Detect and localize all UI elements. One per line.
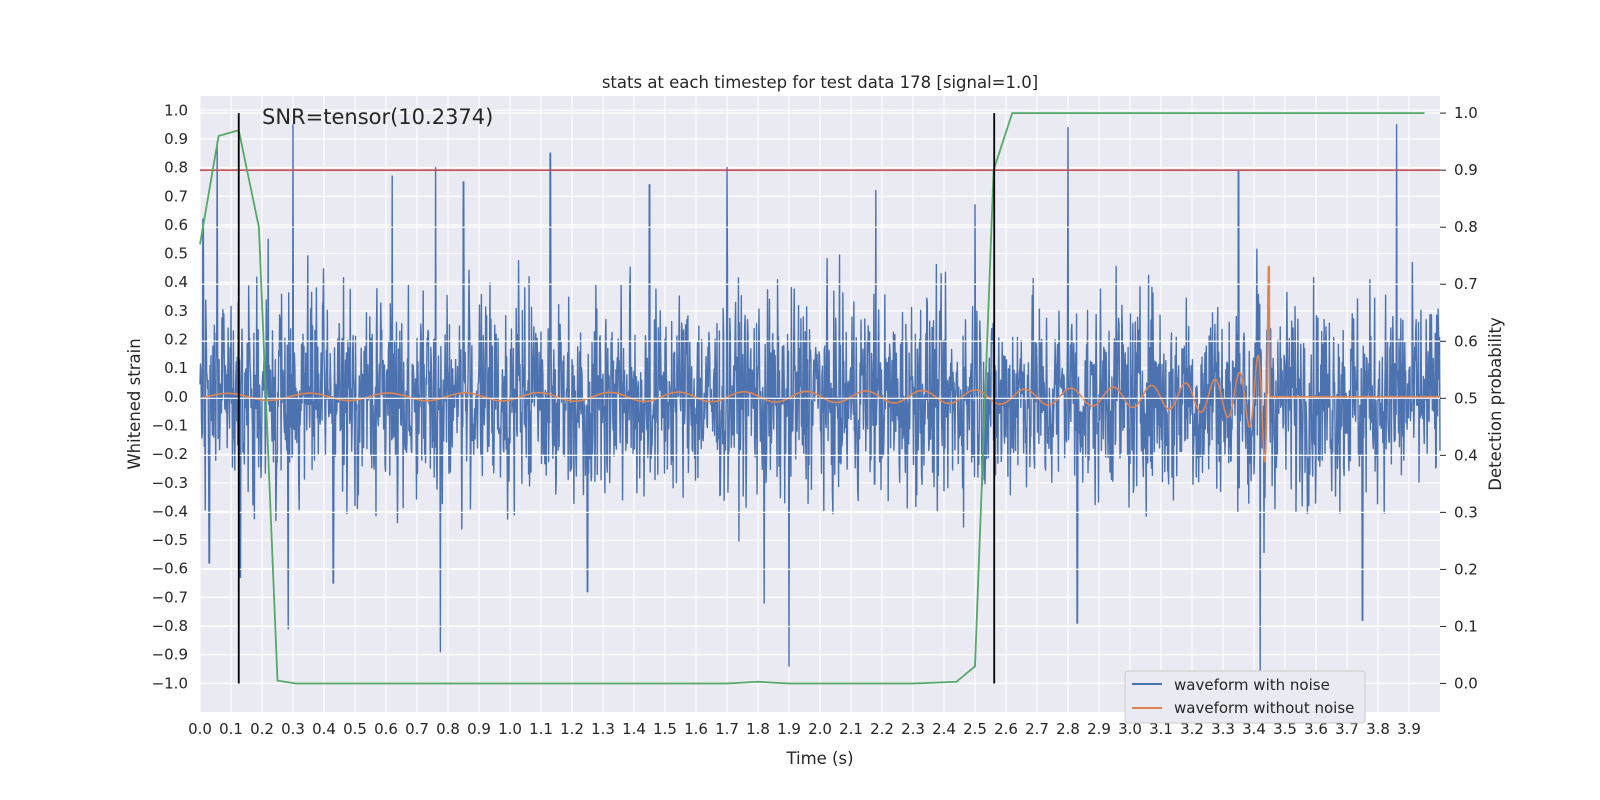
- x-tick-label: 0.0: [188, 720, 212, 738]
- series-waveform-without-noise: [199, 265, 1440, 463]
- y2-tick-label: 0.0: [1454, 674, 1478, 692]
- y2-tick-label: 1.0: [1454, 104, 1478, 122]
- x-tick-label: 0.7: [405, 720, 429, 738]
- x-tick-label: 3.5: [1273, 720, 1297, 738]
- series-detection-probability: [199, 112, 1425, 685]
- x-tick-label: 2.3: [901, 720, 925, 738]
- x-tick-label: 2.5: [963, 720, 987, 738]
- y-tick-label: −0.8: [152, 617, 188, 635]
- y2-tick-label: 0.9: [1454, 161, 1478, 179]
- x-tick-label: 0.3: [281, 720, 305, 738]
- legend-box: [1124, 670, 1366, 724]
- y-tick-label: 0.0: [164, 388, 188, 406]
- y-tick-label: −0.7: [152, 588, 188, 606]
- x-tick-label: 1.3: [591, 720, 615, 738]
- x-tick-label: 1.7: [715, 720, 739, 738]
- y-tick-label: 0.5: [164, 245, 188, 263]
- y-tick-label: 0.2: [164, 331, 188, 349]
- y2-axis-label: Detection probability: [1486, 317, 1505, 491]
- y-tick-label: −0.6: [152, 560, 188, 578]
- x-tick-label: 3.0: [1118, 720, 1142, 738]
- y-tick-label: 0.7: [164, 187, 188, 205]
- x-tick-label: 2.6: [994, 720, 1018, 738]
- y-tick-label: 0.9: [164, 130, 188, 148]
- y2-tick-label: 0.8: [1454, 218, 1478, 236]
- chart-title: stats at each timestep for test data 178…: [602, 73, 1038, 92]
- x-tick-label: 3.3: [1211, 720, 1235, 738]
- y-tick-label: 1.0: [164, 101, 188, 119]
- y-tick-label: 0.8: [164, 159, 188, 177]
- y2-tick-label: 0.6: [1454, 332, 1478, 350]
- y2-tick-label: 0.3: [1454, 503, 1478, 521]
- x-tick-label: 2.8: [1056, 720, 1080, 738]
- x-tick-label: 3.1: [1149, 720, 1173, 738]
- x-tick-label: 1.0: [498, 720, 522, 738]
- y2-tick-label: 0.1: [1454, 617, 1478, 635]
- x-tick-label: 2.2: [870, 720, 894, 738]
- y2-tick-label: 0.5: [1454, 389, 1478, 407]
- x-tick-label: 2.0: [808, 720, 832, 738]
- y-tick-label: −0.1: [152, 416, 188, 434]
- legend-label-clean: waveform without noise: [1174, 699, 1354, 717]
- legend: waveform with noise waveform without noi…: [1124, 670, 1366, 724]
- y-tick-label: 0.4: [164, 273, 188, 291]
- y-tick-label: 0.3: [164, 302, 188, 320]
- x-tick-label: 2.1: [839, 720, 863, 738]
- x-tick-label: 3.6: [1304, 720, 1328, 738]
- y-tick-label: −0.4: [152, 502, 188, 520]
- x-tick-label: 1.4: [622, 720, 646, 738]
- x-tick-label: 0.8: [436, 720, 460, 738]
- y-tick-label: 0.6: [164, 216, 188, 234]
- x-tick-label: 1.2: [560, 720, 584, 738]
- vertical-markers: [237, 113, 996, 684]
- x-tick-label: 3.7: [1335, 720, 1359, 738]
- y2-tick-label: 0.4: [1454, 446, 1478, 464]
- x-tick-label: 0.5: [343, 720, 367, 738]
- y-tick-label: −0.3: [152, 474, 188, 492]
- x-tick-label: 2.9: [1087, 720, 1111, 738]
- series-waveform-with-noise: [199, 123, 1441, 682]
- y-tick-label: −0.5: [152, 531, 188, 549]
- y2-tick-label: 0.7: [1454, 275, 1478, 293]
- y2-axis-ticks: 1.0 0.9 0.8 0.7 0.6 0.5 0.4 0.3 0.2 0.1 0.0: [1440, 104, 1478, 692]
- x-tick-label: 1.5: [653, 720, 677, 738]
- y-tick-label: −1.0: [152, 674, 188, 692]
- x-axis-label: Time (s): [785, 749, 853, 768]
- x-tick-label: 3.8: [1366, 720, 1390, 738]
- y-axis-label: Whitened strain: [125, 338, 144, 469]
- x-tick-label: 1.9: [777, 720, 801, 738]
- snr-annotation: SNR=tensor(10.2374): [262, 105, 493, 129]
- y2-tick-label: 0.2: [1454, 560, 1478, 578]
- x-tick-label: 0.9: [467, 720, 491, 738]
- x-tick-label: 0.1: [219, 720, 243, 738]
- y-tick-label: 0.1: [164, 359, 188, 377]
- x-tick-label: 3.9: [1397, 720, 1421, 738]
- x-tick-label: 3.4: [1242, 720, 1266, 738]
- x-tick-label: 1.6: [684, 720, 708, 738]
- x-tick-label: 1.8: [746, 720, 770, 738]
- x-tick-label: 3.2: [1180, 720, 1204, 738]
- y-tick-label: −0.9: [152, 646, 188, 664]
- x-tick-label: 1.1: [529, 720, 553, 738]
- x-tick-label: 2.7: [1025, 720, 1049, 738]
- x-axis-ticks: 0.0 0.1 0.2 0.3 0.4 0.5 0.6 0.7 0.8 0.9 1.0 1.1 1.2 1…: [188, 720, 1421, 738]
- x-tick-label: 2.4: [932, 720, 956, 738]
- y-tick-label: −0.2: [152, 445, 188, 463]
- x-tick-label: 0.2: [250, 720, 274, 738]
- x-tick-label: 0.4: [312, 720, 336, 738]
- legend-label-noise: waveform with noise: [1174, 676, 1330, 694]
- y-axis-ticks: 1.0 0.9 0.8 0.7 0.6 0.5 0.4 0.3 0.2 0.1 0.0 −0.1 −0.…: [152, 101, 188, 692]
- x-tick-label: 0.6: [374, 720, 398, 738]
